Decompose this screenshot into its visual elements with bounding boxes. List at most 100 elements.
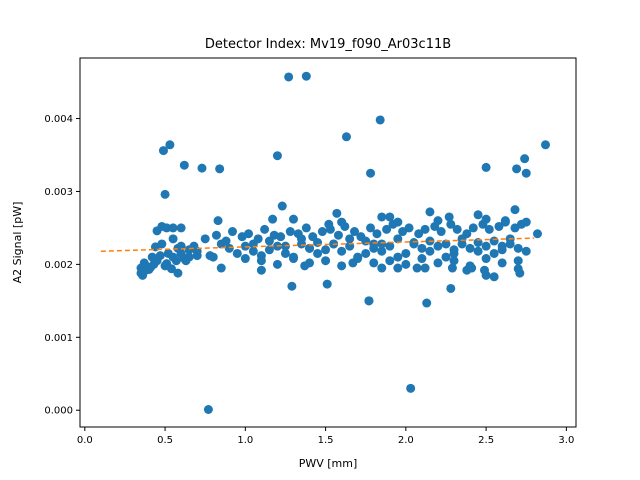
data-point xyxy=(446,283,456,293)
data-point xyxy=(317,227,327,237)
data-point xyxy=(521,168,531,178)
y-tick-label: 0.000 xyxy=(44,406,73,417)
data-point xyxy=(382,224,392,234)
data-point xyxy=(480,265,489,275)
data-point xyxy=(467,263,477,273)
data-point xyxy=(484,224,494,234)
data-point xyxy=(216,263,226,273)
data-point xyxy=(420,224,430,234)
data-point xyxy=(449,256,459,266)
x-axis-ticks: 0.0 0.5 1.0 1.5 2.0 2.5 3.0 xyxy=(77,427,574,446)
data-point xyxy=(433,258,443,268)
chart-title: Detector Index: Mv19_f090_Ar03c11B xyxy=(205,37,451,52)
data-point xyxy=(393,234,403,244)
data-point xyxy=(287,281,297,291)
data-point xyxy=(406,383,416,393)
data-point xyxy=(465,243,475,253)
data-point xyxy=(277,201,287,211)
data-point xyxy=(162,223,172,233)
data-point xyxy=(412,263,422,273)
data-points xyxy=(136,71,550,414)
x-tick-label: 0.0 xyxy=(77,435,93,446)
data-point xyxy=(173,268,183,278)
data-point xyxy=(157,239,167,249)
data-point xyxy=(176,223,186,233)
data-point xyxy=(513,256,523,266)
data-point xyxy=(211,230,221,240)
data-point xyxy=(481,254,491,264)
data-point xyxy=(369,239,379,249)
data-point xyxy=(473,210,483,220)
data-point xyxy=(369,258,379,268)
data-point xyxy=(256,265,266,275)
data-point xyxy=(401,259,411,269)
data-point xyxy=(541,140,550,150)
data-point xyxy=(276,232,286,242)
data-point xyxy=(377,239,387,249)
data-point xyxy=(284,72,294,82)
data-point xyxy=(489,248,499,258)
data-point xyxy=(288,254,298,264)
data-point xyxy=(393,263,403,273)
data-point xyxy=(420,263,430,273)
data-point xyxy=(341,132,351,142)
data-point xyxy=(337,261,347,271)
x-tick-label: 1.0 xyxy=(237,435,253,446)
fit-line xyxy=(100,237,535,253)
data-point xyxy=(158,146,168,156)
data-point xyxy=(446,219,456,229)
data-point xyxy=(500,216,510,226)
data-point xyxy=(337,217,347,227)
data-point xyxy=(297,234,307,244)
data-point xyxy=(313,238,323,247)
data-point xyxy=(200,234,210,244)
x-axis-label: PWV [mm] xyxy=(299,457,358,470)
data-point xyxy=(401,248,411,258)
data-point xyxy=(433,216,443,226)
plot-frame xyxy=(79,57,577,428)
data-point xyxy=(377,246,387,256)
data-point xyxy=(425,207,435,217)
data-point xyxy=(160,189,170,199)
data-point xyxy=(345,234,355,244)
data-point xyxy=(481,241,491,251)
data-point xyxy=(349,227,359,237)
x-tick-label: 1.5 xyxy=(318,435,334,446)
data-point xyxy=(441,239,451,249)
data-point xyxy=(146,262,156,272)
data-point xyxy=(414,229,424,239)
x-tick-label: 2.0 xyxy=(398,435,414,446)
data-point xyxy=(215,164,225,174)
data-point xyxy=(433,241,443,251)
data-point xyxy=(221,236,231,246)
data-point xyxy=(155,251,165,261)
data-point xyxy=(264,236,274,246)
data-point xyxy=(232,248,242,258)
data-point xyxy=(497,241,507,251)
data-point xyxy=(361,248,371,258)
data-point xyxy=(364,296,374,306)
data-point xyxy=(324,219,334,229)
data-point xyxy=(300,261,310,271)
data-point xyxy=(332,208,342,218)
y-tick-label: 0.001 xyxy=(44,333,73,344)
data-point xyxy=(366,223,376,233)
data-point xyxy=(168,223,178,233)
data-point xyxy=(520,154,530,164)
data-point xyxy=(248,246,258,256)
data-point xyxy=(521,217,531,227)
x-tick-label: 3.0 xyxy=(558,435,574,446)
data-point xyxy=(313,248,323,258)
data-point xyxy=(425,246,435,256)
data-point xyxy=(189,241,199,251)
data-point xyxy=(184,252,194,262)
y-tick-label: 0.003 xyxy=(44,187,73,198)
data-point xyxy=(264,245,274,255)
data-point xyxy=(171,256,181,266)
data-point xyxy=(385,241,395,251)
data-point xyxy=(305,243,315,253)
data-point xyxy=(422,298,432,308)
data-point xyxy=(489,272,499,282)
data-point xyxy=(449,245,459,255)
data-point xyxy=(447,263,457,273)
